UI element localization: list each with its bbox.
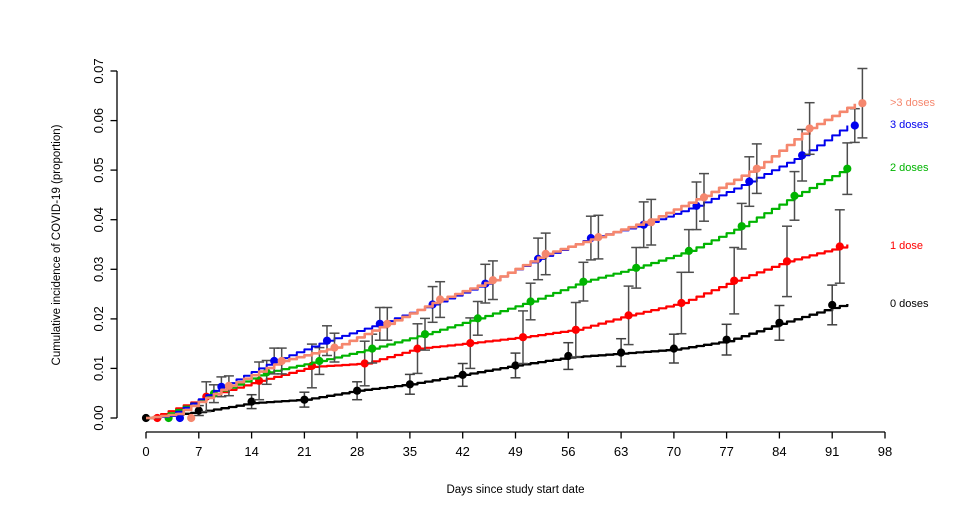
data-point xyxy=(828,300,837,310)
data-point xyxy=(730,276,739,285)
data-point xyxy=(699,193,709,202)
legend-label-2-doses: 2 doses xyxy=(890,162,929,175)
data-point xyxy=(436,295,445,304)
data-point xyxy=(368,344,377,353)
x-tick-label: 98 xyxy=(878,444,892,459)
data-point xyxy=(194,406,203,415)
x-tick-label: 91 xyxy=(825,444,839,459)
data-point xyxy=(375,319,384,328)
data-point xyxy=(413,344,422,353)
data-point xyxy=(526,297,535,306)
data-point xyxy=(805,124,814,133)
data-point xyxy=(684,246,694,255)
data-point xyxy=(187,413,196,423)
x-axis xyxy=(145,431,886,439)
data-point xyxy=(277,356,286,366)
x-tick-label: 0 xyxy=(142,444,149,459)
data-point xyxy=(473,314,482,323)
data-point xyxy=(752,164,761,173)
x-tick-label: 84 xyxy=(772,444,786,459)
data-point xyxy=(782,257,792,266)
y-axis xyxy=(110,70,118,419)
legend-label-0-doses: 0 doses xyxy=(890,298,929,311)
data-point xyxy=(745,177,754,186)
data-point xyxy=(798,151,807,160)
data-point xyxy=(541,249,550,258)
data-point xyxy=(405,380,414,389)
data-point xyxy=(458,370,467,379)
x-tick-label: 7 xyxy=(195,444,202,459)
y-tick-label: 0.07 xyxy=(91,58,106,83)
y-tick-label: 0.00 xyxy=(91,405,106,430)
y-tick-label: 0.04 xyxy=(91,207,106,232)
series-4 xyxy=(146,67,868,423)
data-point xyxy=(722,335,731,344)
data-point xyxy=(571,325,580,334)
x-tick-label: 56 xyxy=(561,444,575,459)
data-point xyxy=(843,164,852,173)
y-tick-label: 0.01 xyxy=(91,356,106,381)
series-line xyxy=(146,103,857,420)
y-tick-label: 0.02 xyxy=(91,306,106,331)
data-point xyxy=(488,276,497,285)
data-point xyxy=(270,356,279,366)
x-tick-label: 42 xyxy=(455,444,469,459)
x-tick-label: 28 xyxy=(350,444,364,459)
x-tick-label: 35 xyxy=(403,444,417,459)
y-axis-title: Cumulative incidence of COVID-19 (propor… xyxy=(51,124,63,366)
series-0 xyxy=(141,284,849,423)
data-point xyxy=(420,330,430,339)
data-point xyxy=(224,381,233,390)
data-point xyxy=(669,344,679,353)
data-point xyxy=(511,361,520,370)
data-point xyxy=(322,336,332,345)
data-point xyxy=(775,318,784,327)
data-point xyxy=(360,359,369,368)
x-tick-label: 21 xyxy=(297,444,311,459)
series-line xyxy=(146,244,849,420)
x-tick-label: 77 xyxy=(719,444,733,459)
legend-label-3-doses: 3 doses xyxy=(890,119,929,132)
data-point xyxy=(632,263,641,272)
x-axis-title: Days since study start date xyxy=(446,484,585,496)
legend-label-1-dose: 1 dose xyxy=(890,239,924,252)
data-point xyxy=(300,395,309,404)
data-point xyxy=(175,413,184,423)
data-point xyxy=(677,298,686,308)
data-point xyxy=(858,99,867,108)
data-point xyxy=(247,397,256,406)
legend-label-gt3-doses: >3 doses xyxy=(890,96,935,109)
data-point xyxy=(579,277,588,286)
x-tick-label: 49 xyxy=(508,444,522,459)
data-point xyxy=(647,218,656,227)
data-point xyxy=(624,311,633,320)
data-point xyxy=(594,233,603,242)
y-tick-label: 0.05 xyxy=(91,157,106,182)
data-point xyxy=(564,351,573,361)
x-tick-label: 63 xyxy=(614,444,628,459)
data-point xyxy=(383,319,392,328)
x-tick-label: 70 xyxy=(667,444,681,459)
data-point xyxy=(466,339,475,348)
data-point xyxy=(737,222,746,231)
data-point xyxy=(835,242,844,251)
y-tick-label: 0.06 xyxy=(91,108,106,133)
series-line xyxy=(146,304,849,420)
data-point xyxy=(315,356,324,366)
data-point xyxy=(353,386,362,395)
data-point xyxy=(330,343,339,352)
data-point xyxy=(790,191,799,200)
y-tick-label: 0.03 xyxy=(91,257,106,282)
data-point xyxy=(518,333,528,342)
x-tick-label: 14 xyxy=(244,444,258,459)
data-point xyxy=(850,121,859,130)
data-point xyxy=(617,348,626,357)
